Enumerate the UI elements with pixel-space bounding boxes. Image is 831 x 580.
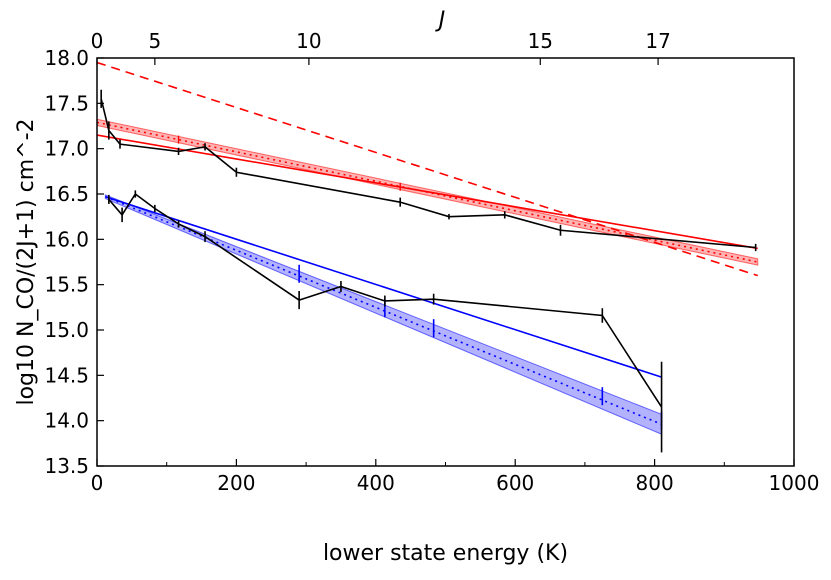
x-tick-label-600: 600: [496, 471, 534, 495]
y-tick-label-16.5: 16.5: [44, 182, 89, 206]
top-tick-label-17: 17: [645, 29, 670, 53]
blue-solid-fit-line: [105, 195, 662, 378]
top-tick-label-0: 0: [91, 29, 104, 53]
y-tick-label-13.5: 13.5: [44, 454, 89, 478]
top-tick-label-15: 15: [528, 29, 553, 53]
y-tick-label-15.5: 15.5: [44, 273, 89, 297]
observed-lower-line: [108, 192, 663, 408]
y-tick-label-14.0: 14.0: [44, 409, 89, 433]
axes-layer: 0 200 400 600 800 1000 13.5 14.0 14.5 15.0 15.5 16.…: [44, 29, 819, 495]
x-tick-label-1000: 1000: [769, 471, 820, 495]
observed-upper-line: [100, 98, 756, 249]
y-axis-title-text: log10 N_CO/(2J+1) cm^-2: [14, 118, 39, 405]
y-tick-label-16.0: 16.0: [44, 227, 89, 251]
top-axis-title: J: [435, 8, 446, 33]
x-tick-label-800: 800: [636, 471, 674, 495]
data-layer: [97, 61, 759, 453]
top-tick-label-10: 10: [296, 29, 321, 53]
y-tick-label-17.0: 17.0: [44, 137, 89, 161]
x-tick-label-400: 400: [357, 471, 395, 495]
red-dashed-fit-line: [97, 61, 759, 277]
x-tick-label-0: 0: [91, 471, 104, 495]
y-tick-label-17.5: 17.5: [44, 91, 89, 115]
blue-dotted-model-line: [105, 195, 662, 426]
y-tick-label-15.0: 15.0: [44, 318, 89, 342]
red-dotted-model-line: [97, 121, 758, 263]
x-tick-label-200: 200: [217, 471, 255, 495]
top-tick-label-5: 5: [148, 29, 161, 53]
y-tick-label-18.0: 18.0: [44, 46, 89, 70]
plot-frame: [96, 57, 795, 467]
x-axis-title: lower state energy (K): [323, 541, 568, 566]
y-axis-title: log10 N_CO/(2J+1) cm^-2: [14, 118, 39, 405]
y-tick-label-14.5: 14.5: [44, 363, 89, 387]
